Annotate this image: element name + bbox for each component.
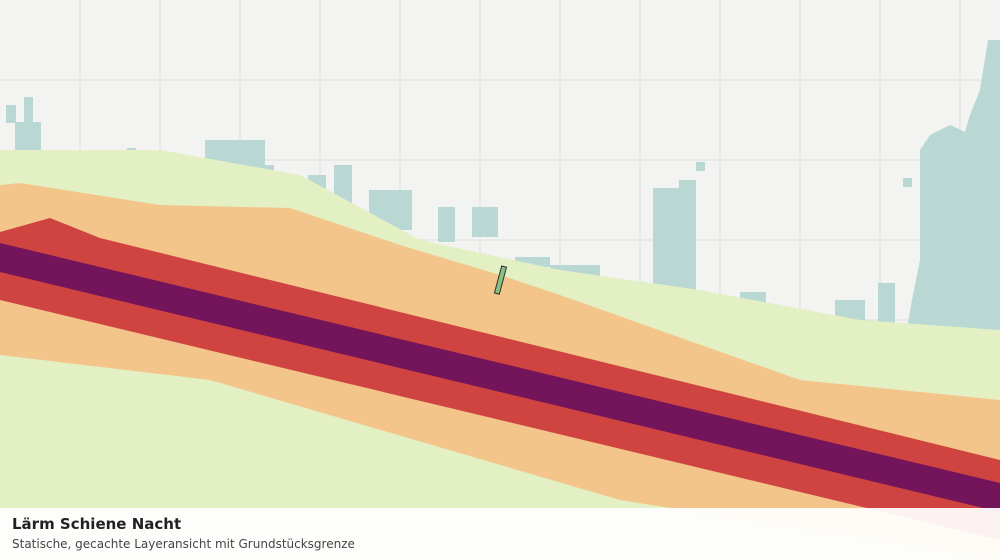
map-subtitle: Statische, gecachte Layeransicht mit Gru… <box>12 537 355 551</box>
noise-zone-very-high <box>0 243 1000 512</box>
map-title: Lärm Schiene Nacht <box>12 515 181 533</box>
caption-panel <box>0 508 1000 560</box>
noise-zone-low-lower <box>0 355 620 500</box>
parcel-boundary[interactable] <box>493 265 508 295</box>
